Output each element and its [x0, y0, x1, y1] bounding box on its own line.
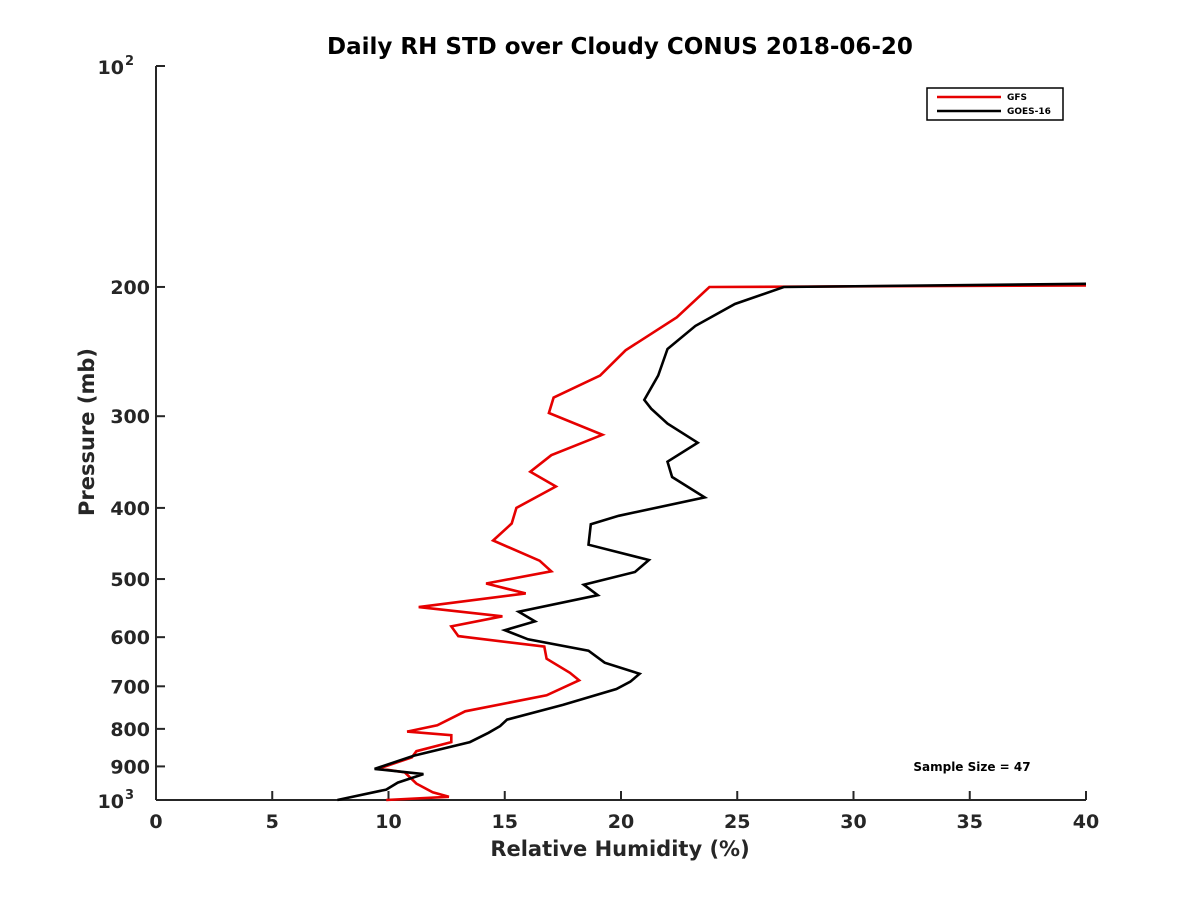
legend-box	[926, 87, 1064, 121]
y-tick-label-power: 10 3	[98, 788, 135, 813]
legend: GFS GOES-16	[926, 87, 1064, 121]
y-tick-label: 600	[110, 627, 150, 649]
x-tick-label: 0	[149, 811, 162, 833]
x-tick-label: 15	[492, 811, 518, 833]
x-tick-label: 40	[1073, 811, 1099, 833]
y-tick-label-exp: 3	[125, 788, 134, 803]
chart-title: Daily RH STD over Cloudy CONUS 2018-06-2…	[327, 34, 913, 60]
x-tick-label: 30	[840, 811, 866, 833]
y-tick-label: 400	[110, 498, 150, 520]
x-tick-label: 35	[957, 811, 983, 833]
y-axis-title: Pressure (mb)	[75, 348, 99, 516]
y-tick-label: 700	[110, 676, 150, 698]
series-line-gfs	[378, 284, 1087, 802]
x-tick-label: 20	[608, 811, 634, 833]
y-tick-label-power: 10 2	[98, 54, 135, 79]
y-tick-label: 200	[110, 277, 150, 299]
y-tick-label-base: 10	[98, 791, 124, 813]
y-tick-label-base: 10	[98, 57, 124, 79]
x-tick-label: 10	[375, 811, 401, 833]
y-tick-label: 300	[110, 406, 150, 428]
x-tick-label: 25	[724, 811, 750, 833]
series-line-goes-16	[337, 282, 1087, 802]
legend-label: GOES-16	[1007, 107, 1051, 117]
y-tick-label-exp: 2	[125, 54, 134, 69]
series-layer	[337, 282, 1087, 802]
x-axis-title: Relative Humidity (%)	[490, 837, 749, 861]
sample-size-annotation: Sample Size = 47	[913, 760, 1030, 774]
y-tick-label: 800	[110, 719, 150, 741]
legend-label: GFS	[1007, 93, 1027, 103]
y-tick-label: 900	[110, 756, 150, 778]
y-tick-label: 500	[110, 569, 150, 591]
x-tick-label: 5	[266, 811, 279, 833]
